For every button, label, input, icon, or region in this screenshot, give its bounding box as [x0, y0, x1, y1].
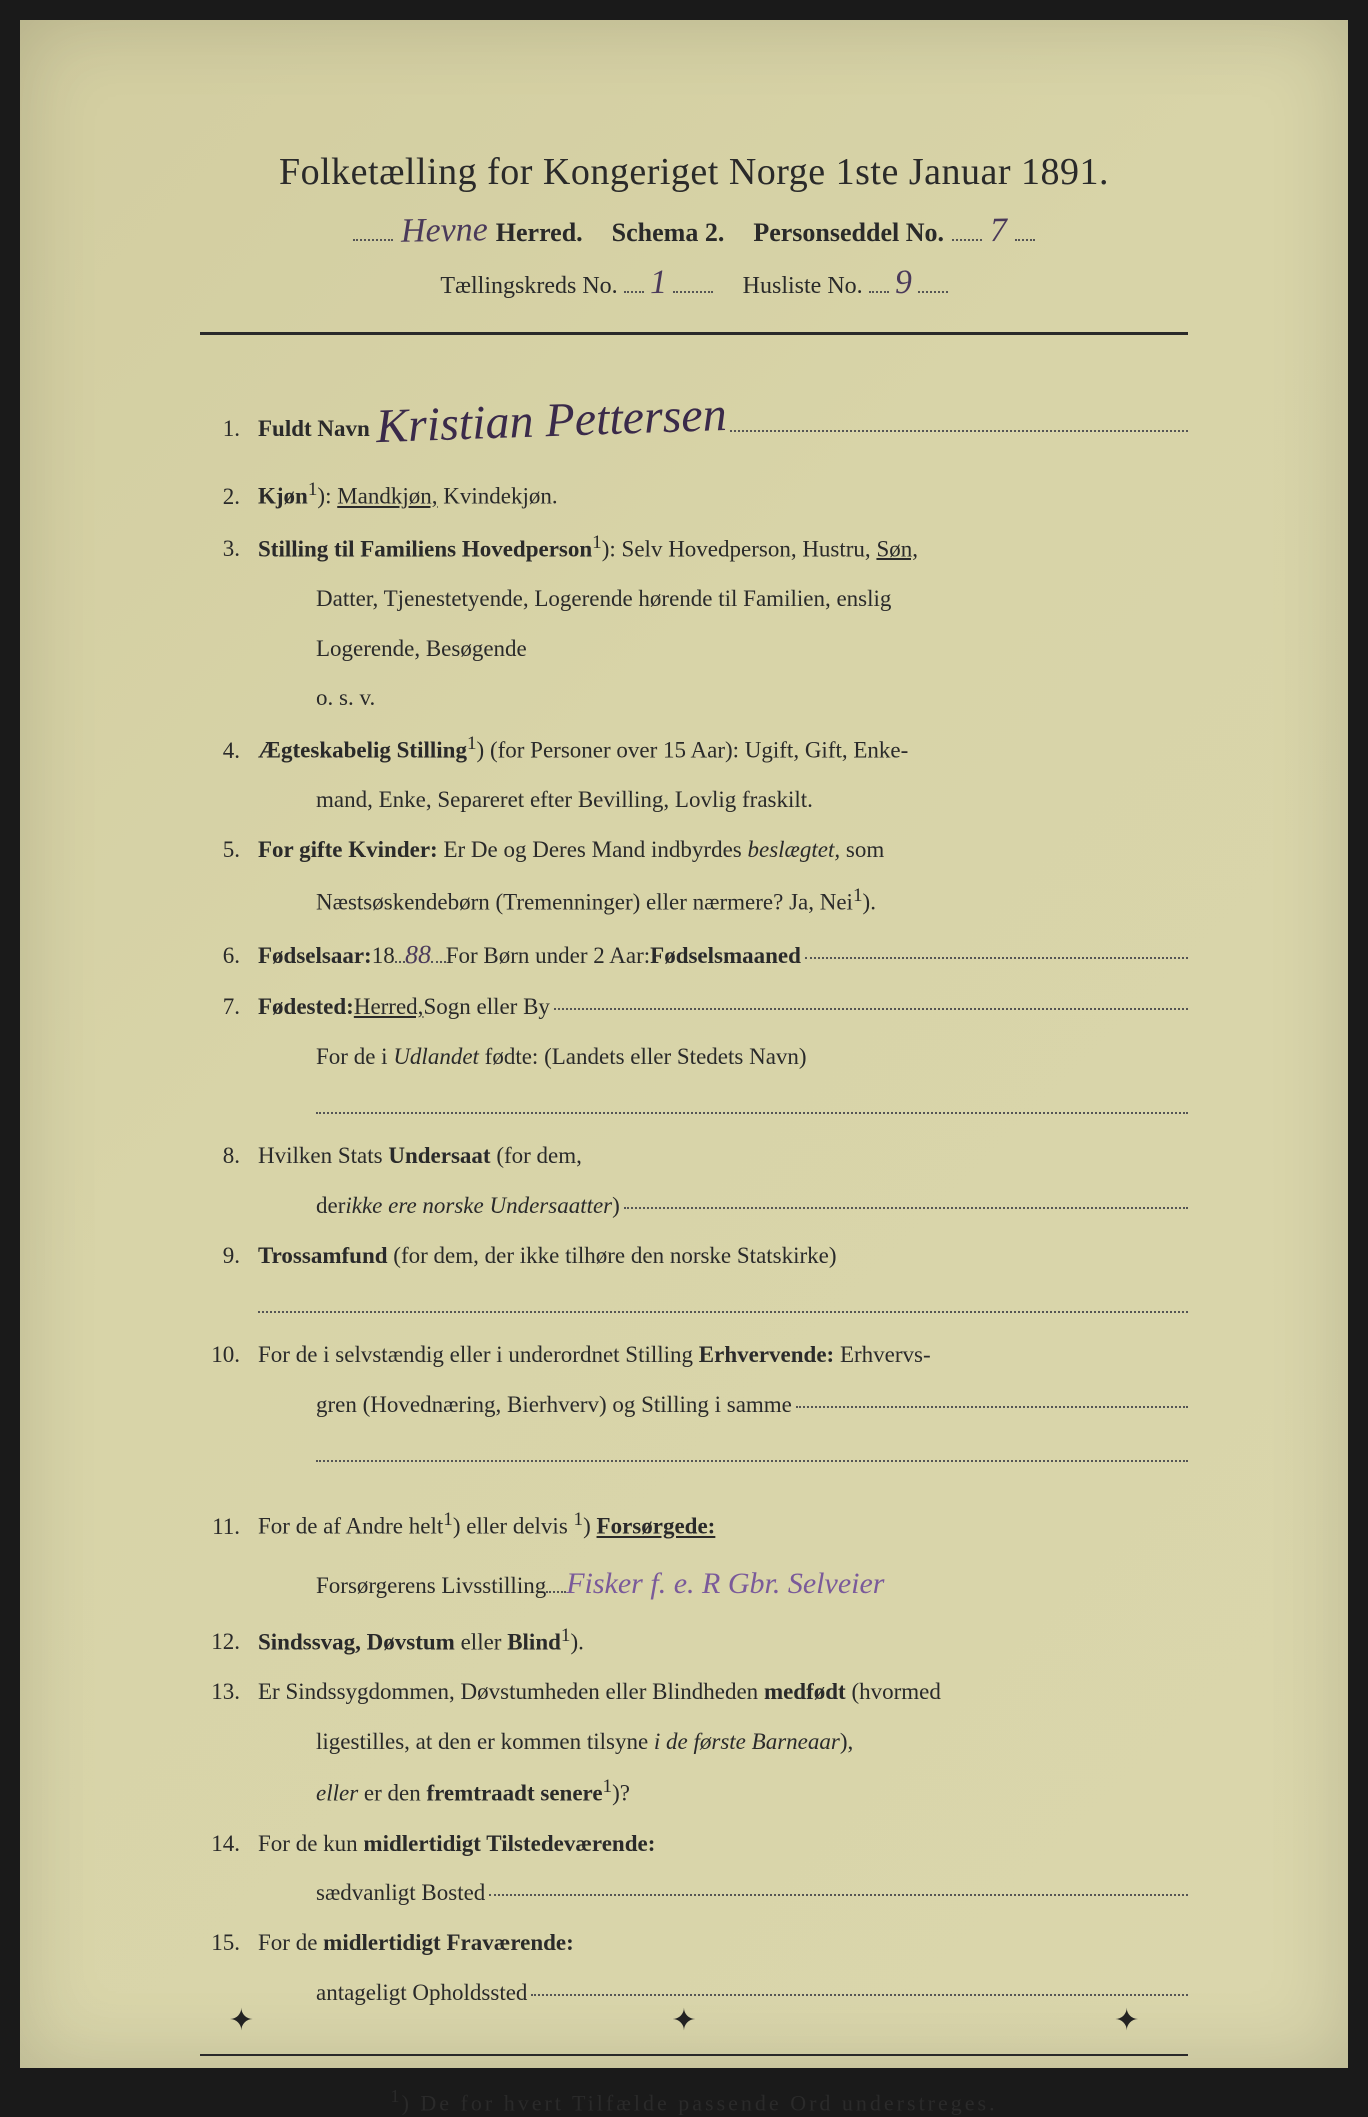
tk-hw: 1 [649, 264, 667, 302]
item-14: 14. For de kun midlertidigt Tilstedevære… [200, 1822, 1188, 1866]
dotted-p1 [952, 239, 982, 241]
item-15: 15. For de midlertidigt Fraværende: [200, 1921, 1188, 1965]
kreds-row: Tællingskreds No. 1 Husliste No. 9 [200, 264, 1188, 302]
item-12: 12. Sindssvag, Døvstum eller Blind1). [200, 1618, 1188, 1664]
form-items: 1. Fuldt Navn Kristian Pettersen 2. Kjøn… [200, 375, 1188, 2014]
footnote: 1) De for hvert Tilfælde passende Ord un… [200, 2086, 1188, 2116]
item-13-l3: eller er den fremtraadt senere1)? [200, 1769, 1188, 1815]
item-13-l2: ligestilles, at den er kommen tilsyne i … [200, 1720, 1188, 1764]
sindssvag-label: Sindssvag, Døvstum [258, 1629, 455, 1654]
item-4: 4. Ægteskabelig Stilling1) (for Personer… [200, 726, 1188, 772]
tk-label: Tællingskreds No. [440, 273, 617, 299]
item-8: 8. Hvilken Stats Undersaat (for dem, [200, 1134, 1188, 1178]
item-10-dots [200, 1433, 1188, 1477]
herred-label: Herred. [496, 218, 583, 248]
fuldt-navn-hw: Kristian Pettersen [374, 369, 728, 472]
item-4-l2: mand, Enke, Separeret efter Bevilling, L… [200, 778, 1188, 822]
item-9-dots [200, 1284, 1188, 1328]
item-14-l2: sædvanligt Bosted [200, 1871, 1188, 1915]
son-underlined: Søn, [876, 536, 918, 561]
item-6: 6. Fødselsaar: 18 88 For Børn under 2 Aa… [200, 930, 1188, 979]
item-7: 7. Fødested: Herred, Sogn eller By [200, 985, 1188, 1029]
item-3-l2: Datter, Tjenestetyende, Logerende hørend… [200, 577, 1188, 621]
item-10: 10. For de i selvstændig eller i underor… [200, 1333, 1188, 1377]
herred-handwritten: Hevne [401, 211, 488, 251]
item-2: 2. Kjøn1): Mandkjøn, Kvindekjøn. [200, 472, 1188, 518]
herred-row: Hevne Herred. Schema 2. Personseddel No.… [200, 212, 1188, 250]
document-page: Folketælling for Kongeriget Norge 1ste J… [20, 20, 1348, 2068]
item-7-l2: For de i Udlandet fødte: (Landets eller … [200, 1035, 1188, 1079]
edge-mark-icon: ✦ [229, 2003, 254, 2038]
kjon-label: Kjøn [258, 484, 308, 509]
fodselsmaaned-label: Fødselsmaaned [650, 934, 801, 978]
mandkjon: Mandkjøn, [337, 484, 437, 509]
fuldt-navn-label: Fuldt Navn [258, 407, 370, 451]
item-1: 1. Fuldt Navn Kristian Pettersen [200, 375, 1188, 466]
item-5-l2: Næstsøskendebørn (Tremenninger) eller næ… [200, 878, 1188, 924]
footer-rule [200, 2054, 1188, 2056]
schema-label: Schema 2. [612, 218, 725, 248]
fodested-label: Fødested: [258, 985, 354, 1029]
item-7-dots [200, 1085, 1188, 1129]
item-3: 3. Stilling til Familiens Hovedperson1):… [200, 525, 1188, 571]
dotted-p2 [1015, 239, 1035, 241]
husliste-label: Husliste No. [743, 273, 863, 299]
aegteskab-label: Ægteskabelig Stilling [258, 738, 467, 763]
item-10-l2: gren (Hovednæring, Bierhverv) og Stillin… [200, 1383, 1188, 1427]
header-rule [200, 332, 1188, 335]
trossamfund-label: Trossamfund [258, 1243, 388, 1268]
herred-underlined: Herred, [354, 985, 424, 1029]
forsorgede-label: Forsørgede: [597, 1514, 716, 1539]
item-11-l2: Forsørgerens Livsstilling Fisker f. e. R… [200, 1555, 1188, 1612]
item-3-l4: o. s. v. [200, 676, 1188, 720]
item-8-l2: der ikke ere norske Undersaatter) [200, 1184, 1188, 1228]
edge-mark-icon: ✦ [671, 2003, 696, 2038]
item-9: 9. Trossamfund (for dem, der ikke tilhør… [200, 1234, 1188, 1278]
dotted-lead [353, 239, 393, 241]
edge-mark-icon: ✦ [1114, 2003, 1139, 2038]
gifte-kvinder-label: For gifte Kvinder: [258, 837, 438, 862]
form-title: Folketælling for Kongeriget Norge 1ste J… [200, 150, 1188, 194]
birthyear-hw: 88 [404, 930, 431, 980]
item-5: 5. For gifte Kvinder: Er De og Deres Man… [200, 828, 1188, 872]
item-11: 11. For de af Andre helt1) eller delvis … [200, 1502, 1188, 1548]
fodselsaar-label: Fødselsaar: [258, 934, 372, 978]
stilling-label: Stilling til Familiens Hovedperson [258, 536, 592, 561]
livsstilling-hw: Fisker f. e. R Gbr. Selveier [566, 1555, 884, 1612]
personseddel-hw: 7 [990, 212, 1008, 250]
item-13: 13. Er Sindssygdommen, Døvstumheden elle… [200, 1670, 1188, 1714]
item-3-l3: Logerende, Besøgende [200, 627, 1188, 671]
form-header: Folketælling for Kongeriget Norge 1ste J… [200, 150, 1188, 302]
page-edge-marks: ✦ ✦ ✦ [20, 2003, 1348, 2038]
personseddel-label: Personseddel No. [753, 218, 944, 248]
husliste-hw: 9 [894, 264, 912, 302]
